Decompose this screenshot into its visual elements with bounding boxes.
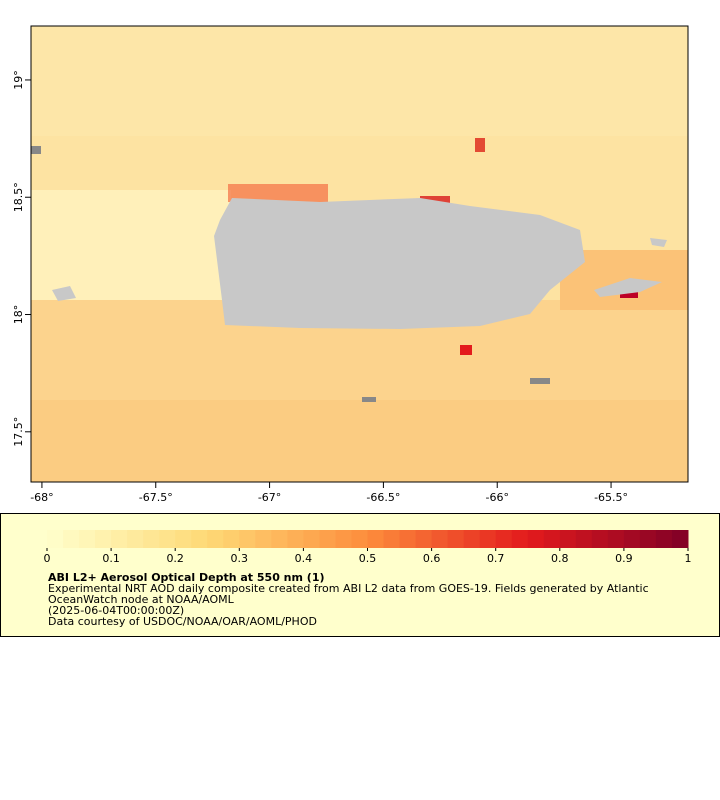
- colorbar-step: [479, 530, 497, 548]
- colorbar-step: [415, 530, 433, 548]
- colorbar-step: [111, 530, 128, 548]
- field-band: [460, 345, 472, 355]
- colorbar-step: [591, 530, 609, 548]
- land-puerto-rico: [214, 198, 585, 329]
- colorbar-step: [639, 530, 657, 548]
- lat-tick-label: 17.5°: [12, 417, 25, 447]
- colorbar-tick-label: 0.7: [487, 552, 505, 565]
- lon-tick-label: -66.5°: [366, 491, 400, 504]
- lat-tick-label: 19°: [12, 70, 25, 90]
- field-band: [475, 138, 485, 152]
- colorbar-tick-label: 0: [44, 552, 51, 565]
- colorbar-step: [495, 530, 513, 548]
- colorbar-step: [447, 530, 465, 548]
- colorbar-step: [271, 530, 288, 548]
- legend-line: Data courtesy of USDOC/NOAA/OAR/AOML/PHO…: [48, 615, 317, 628]
- lat-tick-label: 18.5°: [12, 182, 25, 212]
- colorbar-step: [47, 530, 64, 548]
- colorbar-step: [655, 530, 673, 548]
- colorbar-tick-label: 0.6: [423, 552, 441, 565]
- colorbar-tick-label: 1: [685, 552, 692, 565]
- no-data: [31, 146, 41, 154]
- colorbar-step: [239, 530, 256, 548]
- lat-tick-label: 18°: [12, 305, 25, 325]
- colorbar-step: [223, 530, 240, 548]
- colorbar-step: [623, 530, 641, 548]
- colorbar-step: [463, 530, 481, 548]
- plot-frame: [30, 25, 689, 483]
- colorbar-step: [527, 530, 545, 548]
- lon-tick-label: -65.5°: [594, 491, 628, 504]
- colorbar-step: [511, 530, 529, 548]
- colorbar-step: [175, 530, 192, 548]
- colorbar-step: [575, 530, 593, 548]
- colorbar-tick-label: 0.9: [615, 552, 633, 565]
- colorbar-step: [303, 530, 320, 548]
- colorbar-step: [559, 530, 577, 548]
- colorbar-tick-label: 0.2: [166, 552, 184, 565]
- lon-tick-label: -68°: [30, 491, 53, 504]
- colorbar-tick-label: 0.4: [295, 552, 313, 565]
- lon-tick-label: -67.5°: [139, 491, 173, 504]
- colorbar-step: [399, 530, 417, 548]
- colorbar-tick-label: 0.8: [551, 552, 569, 565]
- colorbar-tick-label: 0.5: [359, 552, 377, 565]
- field-band: [31, 26, 688, 136]
- lon-tick-label: -66°: [485, 491, 508, 504]
- colorbar-step: [287, 530, 304, 548]
- colorbar-step: [159, 530, 176, 548]
- aod-field: [31, 26, 688, 482]
- colorbar-step: [671, 530, 689, 548]
- colorbar-step: [431, 530, 449, 548]
- colorbar-tick-label: 0.1: [102, 552, 120, 565]
- legend-line: Experimental NRT AOD daily composite cre…: [48, 582, 649, 595]
- field-band: [228, 184, 328, 202]
- field-band: [31, 400, 688, 482]
- legend-title: ABI L2+ Aerosol Optical Depth at 550 nm …: [48, 571, 325, 584]
- lon-tick-label: -67°: [258, 491, 281, 504]
- land-mona: [52, 286, 76, 301]
- colorbar-step: [319, 530, 336, 548]
- land-vieques: [594, 278, 662, 297]
- legend-line: (2025-06-04T00:00:00Z): [48, 604, 184, 617]
- colorbar-step: [79, 530, 96, 548]
- colorbar-step: [127, 530, 144, 548]
- colorbar-step: [351, 530, 368, 548]
- colorbar-step: [63, 530, 80, 548]
- colorbar-tick-label: 0.3: [231, 552, 249, 565]
- legend-line: OceanWatch node at NOAA/AOML: [48, 593, 235, 606]
- colorbar-step: [335, 530, 352, 548]
- colorbar-step: [543, 530, 561, 548]
- colorbar-step: [367, 530, 385, 548]
- land-culebra: [650, 238, 667, 247]
- colorbar-step: [255, 530, 272, 548]
- field-band: [420, 196, 450, 204]
- no-data: [530, 378, 550, 384]
- colorbar-step: [143, 530, 160, 548]
- no-data: [362, 397, 376, 402]
- colorbar-step: [95, 530, 112, 548]
- colorbar-step: [607, 530, 625, 548]
- colorbar-step: [207, 530, 224, 548]
- colorbar-step: [191, 530, 208, 548]
- colorbar-step: [383, 530, 401, 548]
